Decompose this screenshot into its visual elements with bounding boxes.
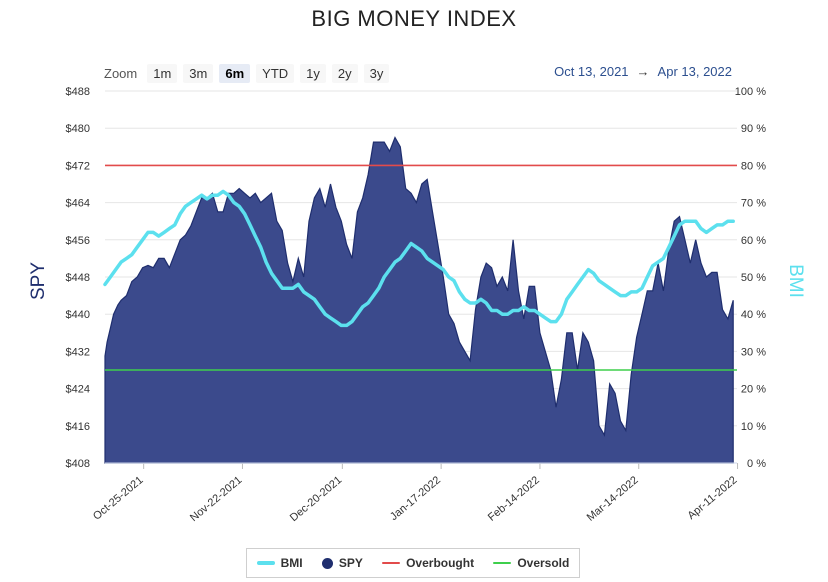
spy-area-series — [104, 136, 734, 464]
x-tick-label: Mar-14-2022 — [585, 474, 641, 524]
y-right-tick-label: 90 % — [741, 123, 766, 135]
y-right-tick-label: 40 % — [741, 309, 766, 321]
chart-title: BIG MONEY INDEX — [311, 6, 517, 31]
x-tick-label: Nov-22-2021 — [188, 474, 244, 524]
date-range[interactable]: Oct 13, 2021 → Apr 13, 2022 — [520, 64, 732, 79]
y-left-tick-label: $480 — [66, 123, 90, 135]
legend-item-oversold[interactable]: Oversold — [493, 556, 569, 570]
x-tick-label: Jan-17-2022 — [388, 474, 443, 523]
y-left-tick-label: $440 — [66, 309, 90, 321]
chart-legend: BMI SPY Overbought Oversold — [246, 548, 580, 578]
y-right-tick-label: 30 % — [741, 346, 766, 358]
x-tick-label: Dec-20-2021 — [288, 474, 344, 524]
bmi-line-series — [103, 189, 735, 328]
range-arrow: → — [636, 64, 650, 79]
x-tick-label: Oct-25-2021 — [91, 474, 146, 523]
y-left-axis-title: SPY — [28, 261, 50, 301]
zoom-1y-button[interactable]: 1y — [300, 63, 326, 83]
y-left-tick-label: $416 — [66, 421, 90, 433]
y-left-tick-label: $488 — [66, 86, 90, 98]
zoom-ytd-button[interactable]: YTD — [256, 63, 295, 83]
y-left-tick-label: $448 — [66, 272, 90, 284]
zoom-2y-button[interactable]: 2y — [331, 63, 358, 83]
legend-item-bmi[interactable]: BMI — [256, 556, 303, 570]
legend-overbought-label: Overbought — [406, 556, 475, 570]
legend-spy-label: SPY — [338, 556, 363, 570]
zoom-3m-button[interactable]: 3m — [183, 63, 214, 83]
legend-overbought-swatch — [382, 562, 401, 564]
y-left-tick-label: $424 — [66, 384, 90, 396]
zoom-toolbar: Zoom 1m 3m 6m YTD 1y 2y 3y — [104, 62, 395, 84]
legend-bmi-label: BMI — [280, 556, 303, 570]
y-right-tick-label: 50 % — [741, 272, 766, 284]
legend-bmi-swatch — [256, 561, 275, 565]
y-left-tick-label: $408 — [66, 458, 90, 470]
range-from[interactable]: Oct 13, 2021 — [554, 64, 629, 79]
y-right-tick-label: 80 % — [741, 160, 766, 172]
zoom-6m-button[interactable]: 6m — [219, 63, 251, 83]
y-right-tick-label: 10 % — [741, 421, 766, 433]
zoom-1m-button[interactable]: 1m — [147, 63, 178, 83]
y-right-tick-label: 20 % — [741, 384, 766, 396]
y-right-tick-label: 100 % — [735, 86, 766, 98]
y-left-tick-label: $432 — [66, 346, 90, 358]
legend-item-overbought[interactable]: Overbought — [382, 556, 474, 570]
y-left-tick-label: $464 — [66, 198, 90, 210]
y-right-tick-label: 60 % — [741, 235, 766, 247]
legend-spy-swatch — [321, 557, 333, 569]
range-to[interactable]: Apr 13, 2022 — [657, 64, 732, 79]
y-left-tick-label: $472 — [66, 160, 90, 172]
legend-item-spy[interactable]: SPY — [321, 556, 363, 570]
y-right-axis-title: BMI — [784, 264, 806, 298]
x-tick-label: Apr-11-2022 — [686, 474, 740, 522]
zoom-label: Zoom — [104, 65, 138, 81]
y-right-tick-label: 70 % — [741, 198, 766, 210]
x-tick-label: Feb-14-2022 — [486, 474, 542, 524]
zoom-3y-button[interactable]: 3y — [363, 63, 390, 83]
legend-oversold-swatch — [493, 562, 512, 564]
y-right-tick-label: 0 % — [747, 458, 766, 470]
legend-oversold-label: Oversold — [517, 556, 570, 570]
y-left-tick-label: $456 — [66, 235, 90, 247]
